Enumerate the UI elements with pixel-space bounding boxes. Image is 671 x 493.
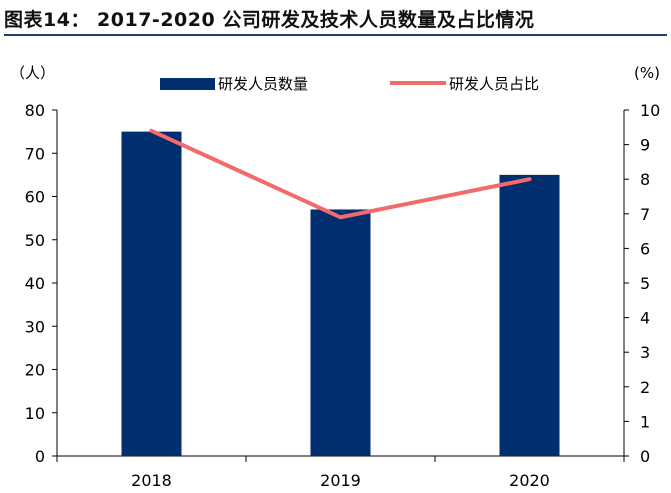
y-right-tick-label: 7 [640,205,650,224]
x-tick-label: 2018 [131,471,172,490]
y-left-tick-label: 70 [25,144,45,163]
line-point [150,129,153,133]
y-right-tick-label: 6 [640,239,650,258]
y-left-tick-label: 30 [25,317,45,336]
legend-bar-swatch [160,78,215,90]
x-tick-label: 2019 [320,471,361,490]
legend: 研发人员数量 研发人员占比 [160,75,539,93]
y-left-unit: （人） [10,64,55,82]
line-series [149,128,532,220]
y-left-tick-label: 80 [25,101,45,120]
legend-bar-label: 研发人员数量 [218,75,308,93]
y-left-tick-label: 10 [25,404,45,423]
y-right-tick-label: 10 [640,101,660,120]
axes: 0 10 20 30 40 50 60 70 80 0 1 2 3 4 5 6 7 8 9 10 2018 2019 202… [10,64,660,490]
line-point [339,215,342,219]
ratio-line [149,128,532,220]
figure-title-bar: 图表14： 2017-2020 公司研发及技术人员数量及占比情况 [4,2,667,36]
y-right-tick-label: 3 [640,343,650,362]
y-right-tick-label: 1 [640,412,650,431]
bar-series [121,131,560,456]
legend-line-label: 研发人员占比 [449,75,539,93]
figure-title: 图表14： 2017-2020 公司研发及技术人员数量及占比情况 [4,9,535,31]
y-right-tick-label: 2 [640,378,650,397]
y-left-tick-label: 0 [35,447,45,466]
y-right-tick-label: 4 [640,309,650,328]
bar [121,131,182,456]
y-left-tick-label: 60 [25,188,45,207]
y-left-tick-label: 40 [25,274,45,293]
bar [310,209,371,456]
y-right-tick-label: 5 [640,274,650,293]
y-left-tick-label: 20 [25,361,45,380]
y-right-tick-label: 8 [640,170,650,189]
y-right-tick-label: 0 [640,447,650,466]
x-tick-label: 2020 [509,471,550,490]
y-right-unit: (%) [634,64,660,82]
y-left-tick-label: 50 [25,231,45,250]
bar [499,174,560,456]
y-right-tick-label: 9 [640,136,650,155]
line-point [528,177,531,181]
